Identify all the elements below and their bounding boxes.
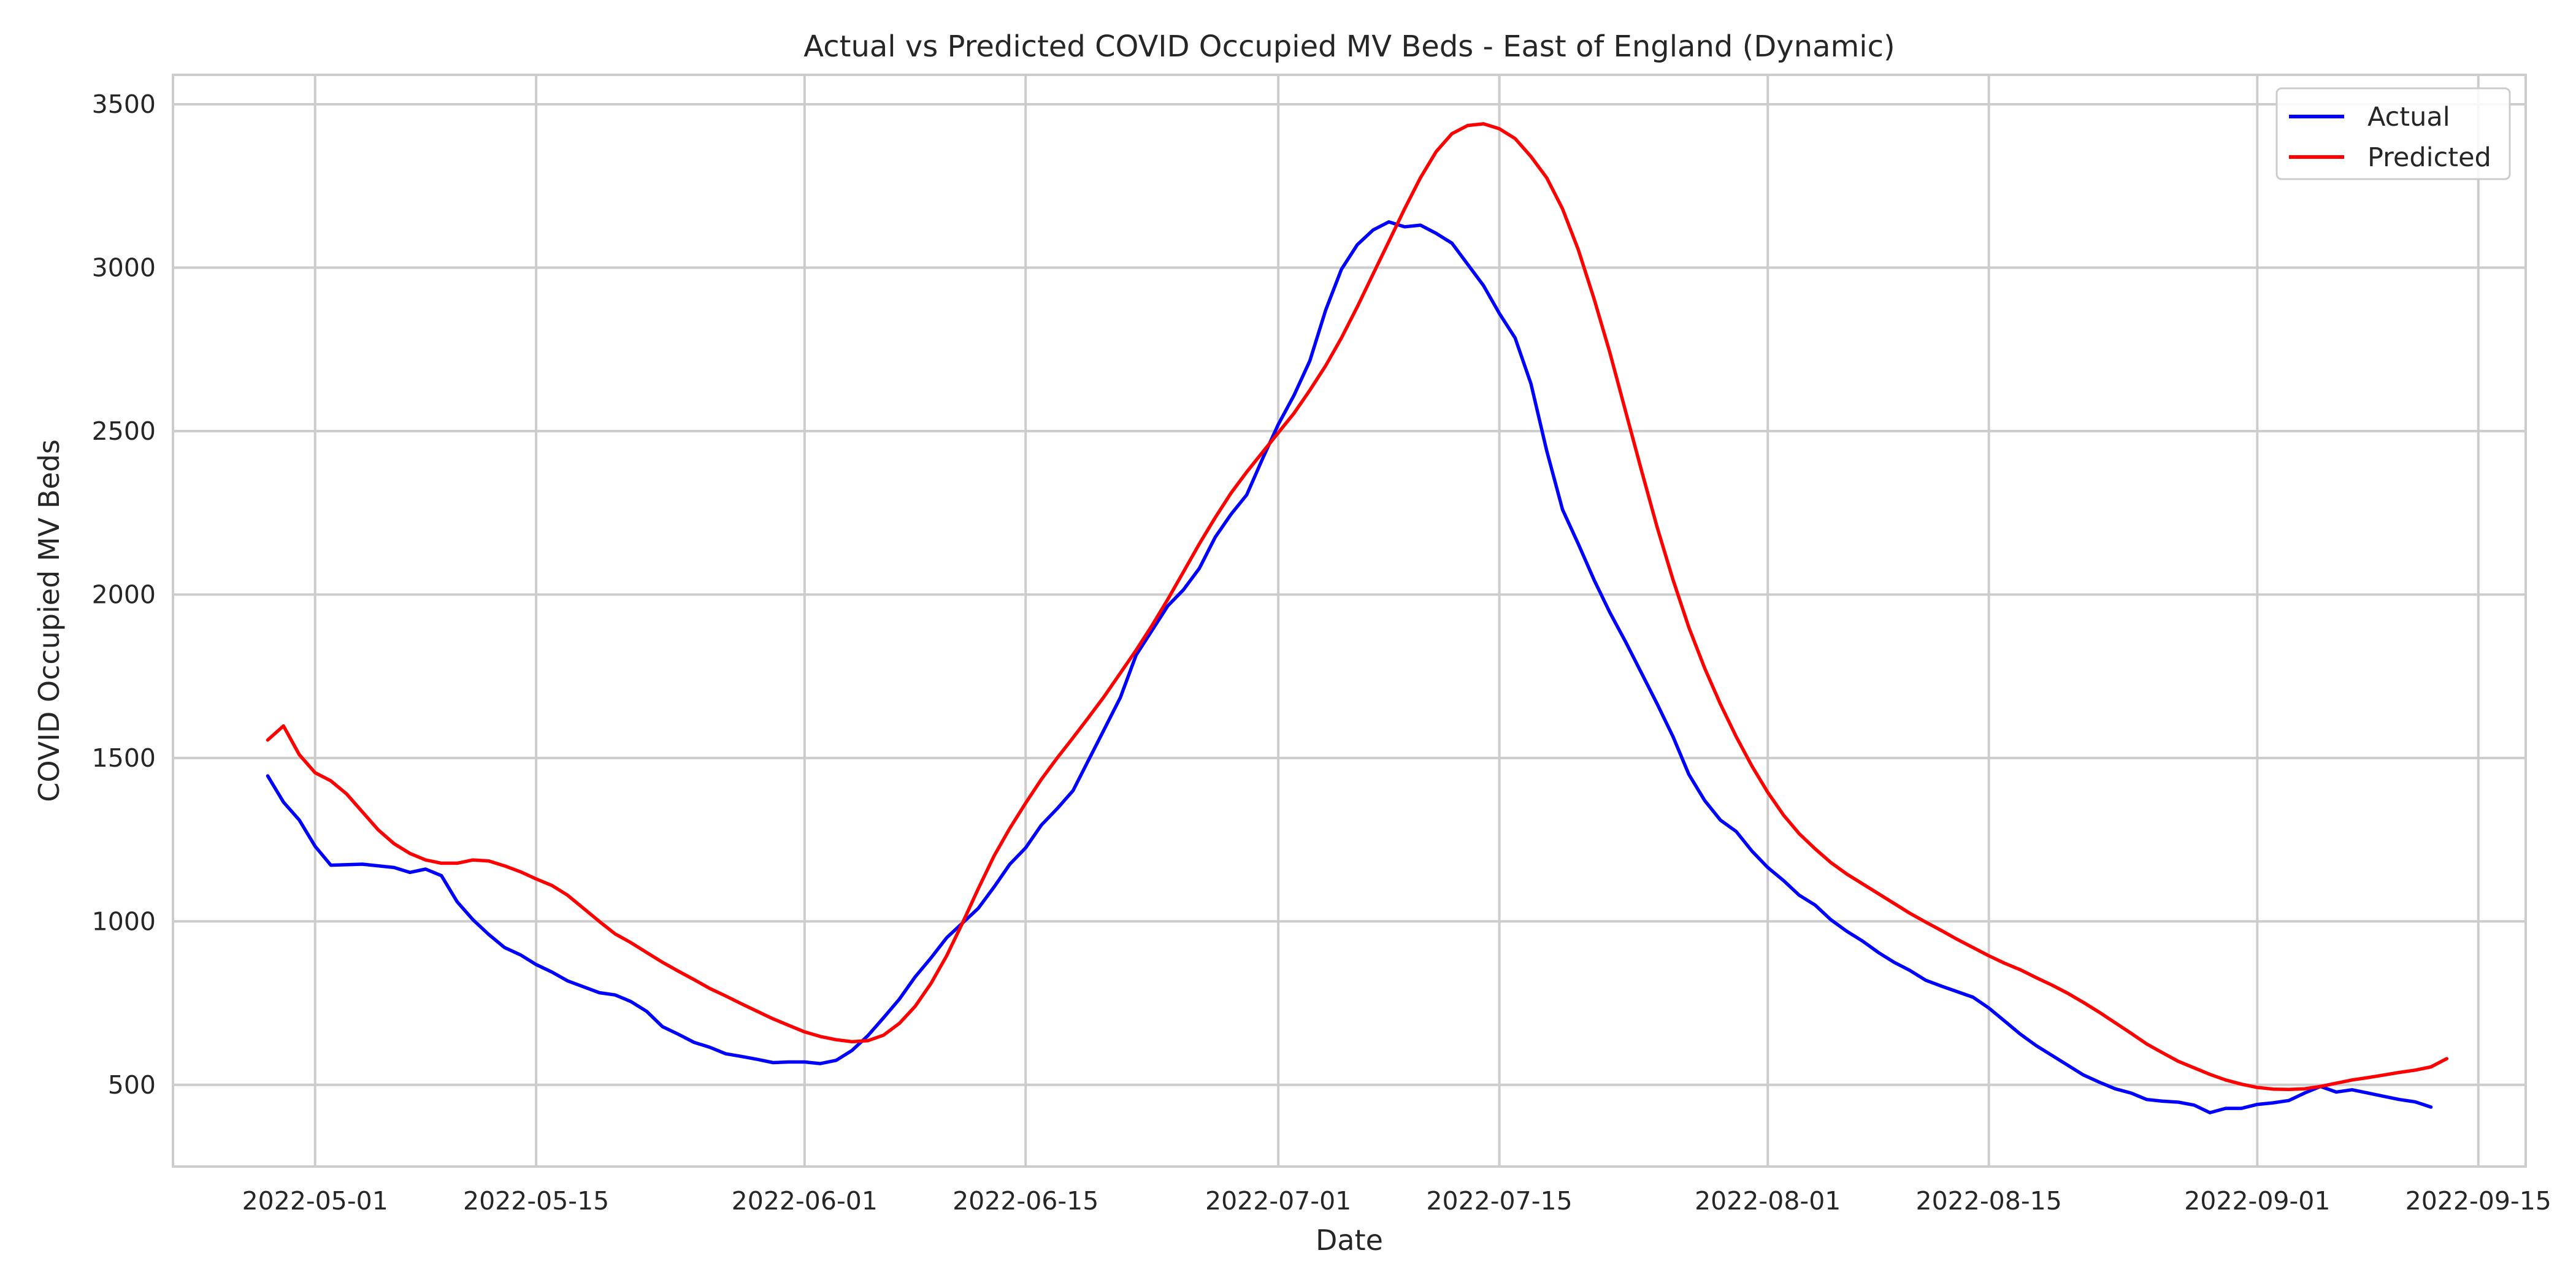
- y-tick-label: 3000: [92, 253, 156, 282]
- y-tick-label: 2500: [92, 416, 156, 446]
- x-tick-label: 2022-06-01: [732, 1186, 878, 1216]
- x-tick-label: 2022-05-01: [242, 1186, 388, 1216]
- x-tick-label: 2022-07-01: [1205, 1186, 1351, 1216]
- x-tick-label: 2022-08-01: [1695, 1186, 1841, 1216]
- series-layer: [266, 122, 2449, 1114]
- y-tick-label: 2000: [92, 580, 156, 609]
- y-tick-label: 1000: [92, 907, 156, 936]
- x-axis-label: Date: [1316, 1224, 1383, 1257]
- gridlines: [173, 75, 2526, 1167]
- series-line-predicted: [266, 122, 2449, 1091]
- y-tick-label: 1500: [92, 743, 156, 773]
- x-tick-label: 2022-07-15: [1426, 1186, 1572, 1216]
- x-tick-label: 2022-08-15: [1916, 1186, 2062, 1216]
- y-axis-label: COVID Occupied MV Beds: [33, 439, 66, 802]
- x-tick-label: 2022-06-15: [953, 1186, 1098, 1216]
- y-tick-label: 3500: [92, 90, 156, 119]
- chart-title: Actual vs Predicted COVID Occupied MV Be…: [803, 29, 1895, 64]
- legend-label-actual: Actual: [2367, 102, 2450, 132]
- y-tick-label: 500: [108, 1070, 156, 1100]
- legend: Actual Predicted: [2275, 87, 2511, 180]
- series-line-actual: [266, 220, 2433, 1114]
- tick-labels: 2022-05-01 2022-05-15 2022-06-01 2022-06-15…: [92, 90, 2551, 1216]
- x-tick-label: 2022-09-01: [2184, 1186, 2330, 1216]
- plot-frame: [172, 74, 2527, 1168]
- legend-label-predicted: Predicted: [2367, 142, 2491, 173]
- x-tick-label: 2022-05-15: [463, 1186, 609, 1216]
- x-tick-label: 2022-09-15: [2405, 1186, 2551, 1216]
